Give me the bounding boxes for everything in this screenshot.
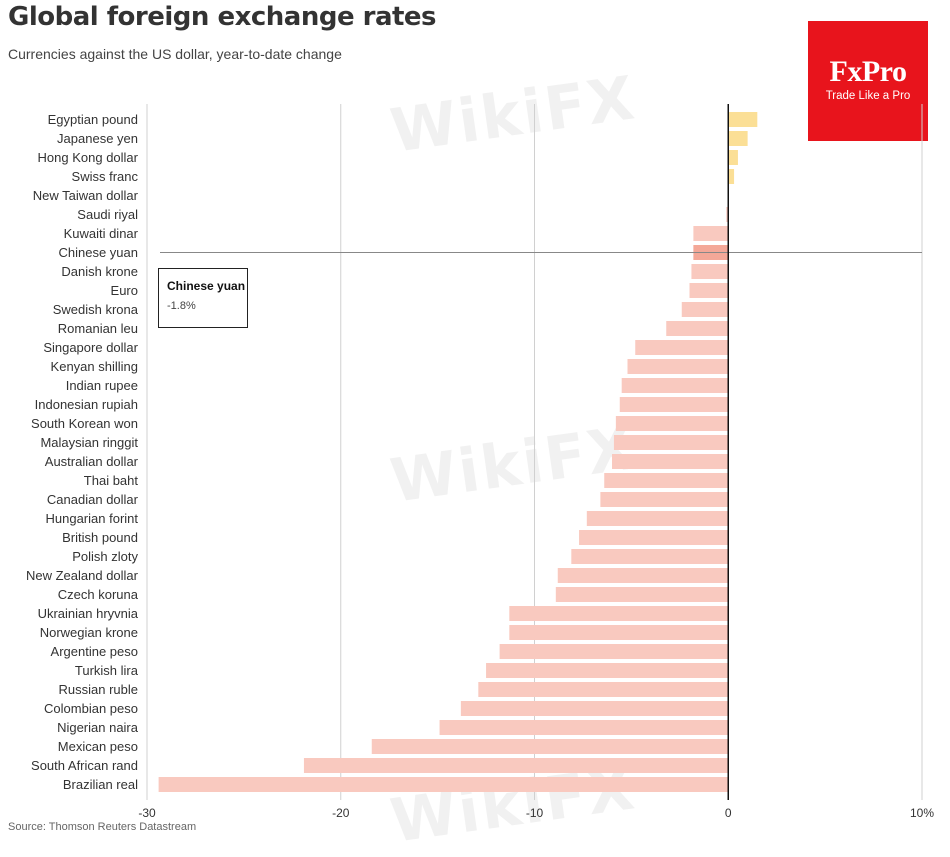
bar <box>509 625 729 640</box>
category-label: Australian dollar <box>45 454 139 469</box>
bar <box>571 549 729 564</box>
bar <box>555 587 729 602</box>
bar <box>689 283 729 298</box>
bar <box>613 435 729 450</box>
hover-tooltip: Chinese yuan -1.8% <box>158 268 248 328</box>
logo-brand: FxPro <box>829 55 907 88</box>
category-label: Swiss franc <box>72 169 139 184</box>
x-tick-label: -10 <box>526 806 544 820</box>
logo-tagline: Trade Like a Pro <box>825 90 911 102</box>
bar <box>557 568 729 583</box>
bar <box>693 226 729 241</box>
bar <box>478 682 729 697</box>
bar <box>726 207 729 222</box>
bar <box>728 131 748 146</box>
source-note: Source: Thomson Reuters Datastream <box>8 821 197 833</box>
bar <box>619 397 729 412</box>
category-label: Malaysian ringgit <box>40 435 138 450</box>
category-label: South African rand <box>31 758 138 773</box>
category-label: Euro <box>111 283 138 298</box>
category-label: Saudi riyal <box>77 207 138 222</box>
category-label: Indonesian rupiah <box>35 397 138 412</box>
category-label: South Korean won <box>31 416 138 431</box>
category-label: Indian rupee <box>66 378 138 393</box>
bar <box>728 112 758 127</box>
category-label: Thai baht <box>84 473 139 488</box>
bar <box>158 777 729 792</box>
bar <box>486 663 729 678</box>
category-label: Nigerian naira <box>57 720 139 735</box>
bar <box>303 758 729 773</box>
bar <box>728 169 735 184</box>
bar <box>460 701 729 716</box>
bar <box>635 340 729 355</box>
bar <box>579 530 729 545</box>
bar <box>728 150 738 165</box>
category-label: Russian ruble <box>59 682 139 697</box>
category-label: Canadian dollar <box>47 492 139 507</box>
category-label: New Taiwan dollar <box>33 188 139 203</box>
category-label: Kenyan shilling <box>51 359 138 374</box>
category-label: Mexican peso <box>58 739 138 754</box>
bar <box>371 739 729 754</box>
bar <box>615 416 729 431</box>
category-label: Argentine peso <box>51 644 138 659</box>
category-label: British pound <box>62 530 138 545</box>
category-label: Norwegian krone <box>40 625 138 640</box>
category-label: Chinese yuan <box>59 245 139 260</box>
fxpro-logo: FxPro Trade Like a Pro <box>808 21 928 141</box>
bar <box>604 473 729 488</box>
bar <box>509 606 729 621</box>
bar <box>600 492 729 507</box>
category-label: Egyptian pound <box>48 112 138 127</box>
category-label: Czech koruna <box>58 587 139 602</box>
x-tick-label: 10% <box>910 806 934 820</box>
x-tick-label: 0 <box>725 806 732 820</box>
category-label: Japanese yen <box>57 131 138 146</box>
bar <box>627 359 729 374</box>
bar <box>612 454 729 469</box>
category-label: Hungarian forint <box>46 511 139 526</box>
tooltip-value: -1.8% <box>167 300 196 312</box>
x-tick-label: -30 <box>138 806 156 820</box>
category-label: Turkish lira <box>75 663 139 678</box>
category-label: Swedish krona <box>53 302 139 317</box>
category-label: Colombian peso <box>44 701 138 716</box>
bar <box>691 264 729 279</box>
category-label: Hong Kong dollar <box>38 150 139 165</box>
chart-subtitle: Currencies against the US dollar, year-t… <box>8 46 342 62</box>
category-label: Brazilian real <box>63 777 138 792</box>
tooltip-currency: Chinese yuan <box>167 279 246 293</box>
chart-title: Global foreign exchange rates <box>8 2 437 32</box>
bar <box>586 511 729 526</box>
bar <box>499 644 729 659</box>
bar <box>681 302 729 317</box>
category-label: Kuwaiti dinar <box>64 226 139 241</box>
bar <box>439 720 729 735</box>
category-label: Romanian leu <box>58 321 138 336</box>
category-label: New Zealand dollar <box>26 568 139 583</box>
category-label: Ukrainian hryvnia <box>38 606 139 621</box>
category-label: Polish zloty <box>72 549 138 564</box>
bar <box>666 321 729 336</box>
category-label: Singapore dollar <box>43 340 138 355</box>
bar <box>621 378 729 393</box>
x-tick-label: -20 <box>332 806 350 820</box>
category-label: Danish krone <box>61 264 138 279</box>
